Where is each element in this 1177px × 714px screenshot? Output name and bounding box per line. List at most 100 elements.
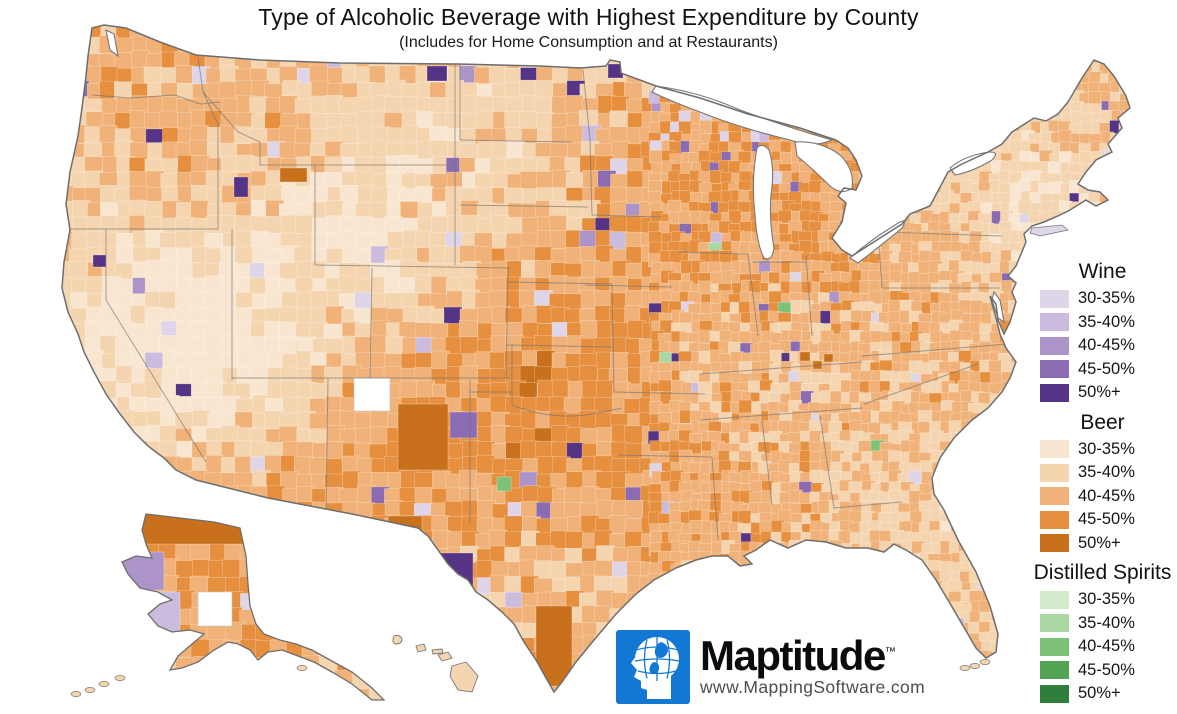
legend-label: 50%+ <box>1078 684 1121 703</box>
small-island <box>98 681 110 687</box>
legend-swatch <box>1040 336 1069 355</box>
legend-label: 45-50% <box>1078 359 1135 378</box>
legend-label: 40-45% <box>1078 336 1135 355</box>
map-legend: Wine 30-35% 35-40% 40-45% 45-50% 50%+ Be… <box>1028 260 1177 712</box>
legend-label: 30-35% <box>1078 439 1135 458</box>
legend-label: 50%+ <box>1078 533 1121 552</box>
legend-swatch <box>1040 534 1069 553</box>
legend-group-beer: Beer 30-35% 35-40% 40-45% 45-50% 50%+ <box>1028 411 1177 556</box>
wine-50-county-montana <box>426 65 448 82</box>
legend-swatch <box>1040 487 1069 506</box>
lower-48-outline <box>61 24 1131 694</box>
legend-group-wine: Wine 30-35% 35-40% 40-45% 45-50% 50%+ <box>1028 260 1177 405</box>
no-data-borough-alaska <box>197 591 233 627</box>
wine-50-county-idaho <box>233 176 249 198</box>
hawaii-island <box>415 643 427 653</box>
legend-item: 35-40% <box>1028 461 1177 485</box>
brand-name: Maptitude™ <box>700 632 896 679</box>
legend-label: 35-40% <box>1078 312 1135 331</box>
legend-swatch <box>1040 289 1069 308</box>
legend-item: 50%+ <box>1028 381 1177 405</box>
legend-swatch <box>1040 383 1069 402</box>
legend-item: 40-45% <box>1028 334 1177 358</box>
hawaii-island <box>437 651 453 662</box>
legend-swatch <box>1040 590 1069 609</box>
legend-group-title: Wine <box>1078 260 1127 283</box>
alaska-outline <box>121 513 386 701</box>
wine-45-county-eastern-new-mexico <box>449 411 478 439</box>
wine-region-south-florida <box>935 617 965 653</box>
website-url: www.MappingSoftware.com <box>700 676 926 697</box>
legend-item: 40-45% <box>1028 635 1177 659</box>
hawaii-island <box>431 648 444 655</box>
legend-swatch <box>1040 510 1069 529</box>
legend-item: 30-35% <box>1028 588 1177 612</box>
wine-50-county-california <box>92 254 107 268</box>
legend-label: 30-35% <box>1078 289 1135 308</box>
legend-label: 40-45% <box>1078 637 1135 656</box>
legend-swatch <box>1040 360 1069 379</box>
small-island <box>114 675 126 681</box>
logo-globe-head-icon <box>616 630 690 704</box>
legend-swatch <box>1040 313 1069 332</box>
small-island <box>969 663 981 669</box>
hawaii-island <box>449 661 479 693</box>
no-data-county-new-mexico <box>353 377 391 412</box>
small-island <box>70 691 82 697</box>
beer-50-speckle-kentucky-3 <box>823 353 834 363</box>
long-island <box>1029 224 1069 237</box>
region-alaska <box>122 514 384 700</box>
legend-group-distilled-spirits: Distilled Spirits 30-35% 35-40% 40-45% 4… <box>1028 561 1177 706</box>
maptitude-logo: Maptitude™ www.MappingSoftware.com <box>616 630 925 704</box>
small-island <box>296 665 308 671</box>
legend-swatch <box>1040 463 1069 482</box>
legend-item: 45-50% <box>1028 508 1177 532</box>
logo-text: Maptitude™ www.MappingSoftware.com <box>700 630 925 698</box>
legend-item: 30-35% <box>1028 287 1177 311</box>
beer-50-county-idaho <box>279 167 308 183</box>
region-hawaii <box>392 634 479 693</box>
beer-50-strip-south-texas <box>535 605 573 687</box>
lake-ontario <box>949 151 997 176</box>
small-island <box>959 665 971 671</box>
legend-label: 40-45% <box>1078 486 1135 505</box>
legend-label: 50%+ <box>1078 383 1121 402</box>
legend-label: 35-40% <box>1078 613 1135 632</box>
legend-swatch <box>1040 637 1069 656</box>
puget-sound <box>105 29 119 58</box>
small-island <box>979 659 991 665</box>
beer-50-county-south-florida <box>947 635 963 648</box>
beer-50-cluster-texas-panhandle <box>397 403 449 471</box>
legend-item: 30-35% <box>1028 438 1177 462</box>
beer-50-speckle-kentucky-1 <box>799 351 811 362</box>
legend-group-title: Distilled Spirits <box>1033 561 1172 584</box>
legend-group-title: Beer <box>1080 410 1125 434</box>
legend-item: 45-50% <box>1028 358 1177 382</box>
beer-50-county-far-west-texas <box>387 515 423 543</box>
legend-item: 40-45% <box>1028 485 1177 509</box>
legend-item: 45-50% <box>1028 659 1177 683</box>
legend-item: 35-40% <box>1028 612 1177 636</box>
legend-swatch <box>1040 661 1069 680</box>
legend-item: 50%+ <box>1028 532 1177 556</box>
state-borders <box>70 56 1009 541</box>
trademark-symbol: ™ <box>884 646 896 658</box>
legend-label: 45-50% <box>1078 660 1135 679</box>
lake-superior <box>651 85 834 145</box>
hawaii-island <box>392 634 403 645</box>
legend-label: 30-35% <box>1078 590 1135 609</box>
wine-region-west-alaska <box>122 551 165 591</box>
legend-label: 45-50% <box>1078 510 1135 529</box>
legend-swatch <box>1040 614 1069 633</box>
legend-item: 35-40% <box>1028 311 1177 335</box>
lake-huron <box>794 141 854 193</box>
legend-item: 50%+ <box>1028 682 1177 706</box>
legend-label: 35-40% <box>1078 463 1135 482</box>
small-island <box>84 687 96 693</box>
legend-swatch <box>1040 440 1069 459</box>
spirits-county-central-texas <box>496 476 512 492</box>
lake-michigan <box>752 144 775 260</box>
legend-swatch <box>1040 684 1069 703</box>
